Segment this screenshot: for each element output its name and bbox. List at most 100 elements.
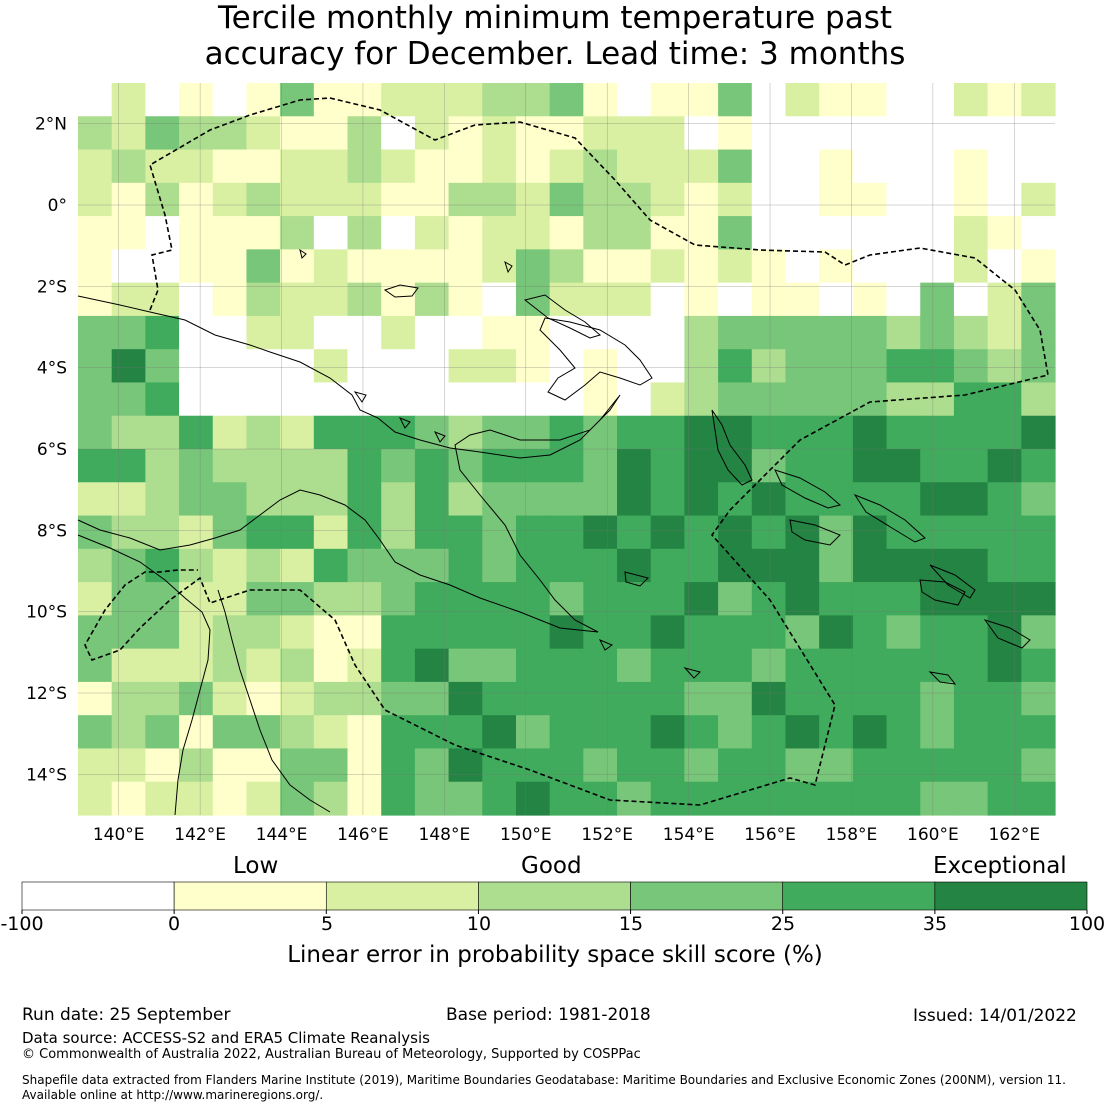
grid-cell [819,249,854,284]
grid-cell [78,482,113,517]
grid-cell [852,615,888,650]
grid-cell [920,781,955,816]
grid-cell [414,382,450,417]
grid-cell [819,182,854,217]
grid-cell [852,582,888,616]
grid-cell [212,382,248,417]
grid-cell [650,315,686,350]
longitude-tick-label: 144°E [256,825,308,845]
grid-cell [482,449,517,483]
grid-cell [920,648,955,683]
grid-cell [482,382,517,417]
grid-cell [953,449,989,483]
grid-cell [212,116,248,151]
grid-cell [886,216,921,250]
grid-cell [852,83,888,117]
grid-cell [751,748,787,783]
grid-cell [718,315,753,350]
grid-cell [751,182,787,217]
grid-cell [111,182,146,217]
grid-cell [684,548,719,583]
colorbar-segment [478,881,631,911]
grid-cell [886,781,921,816]
grid-cell [819,149,854,184]
grid-cell [414,149,450,184]
grid-cell [920,182,955,217]
grid-cell [549,116,584,151]
grid-cell [987,315,1022,350]
grid-cell [246,149,281,184]
grid-cell [414,715,450,750]
longitude-tick-label: 154°E [663,825,715,845]
grid-cell [482,515,517,550]
grid-cell [145,382,180,417]
grid-cell [145,182,180,217]
grid-cell [381,449,416,483]
grid-cell [886,149,921,184]
grid-cell [246,781,281,816]
grid-cell [617,648,652,683]
grid-cell [381,748,416,783]
latitude-tick-label: 12°S [26,684,67,704]
grid-cell [347,415,382,450]
grid-cell [785,681,820,716]
grid-cell [751,415,787,450]
grid-cell [515,548,551,583]
grid-cell [751,249,787,284]
grid-cell [515,216,551,250]
grid-cell [886,315,921,350]
grid-cell [650,482,686,517]
grid-cell [145,781,180,816]
grid-cell [684,216,719,250]
grid-cell [145,515,180,550]
grid-cell [280,116,315,151]
grid-cell [886,249,921,284]
grid-cell [684,282,719,317]
longitude-tick-label: 162°E [988,825,1040,845]
grid-cell [684,582,719,616]
grid-cell [347,182,382,217]
grid-cell [381,548,416,583]
grid-cell [515,715,551,750]
grid-cell [617,149,652,184]
title-line-2: accuracy for December. Lead time: 3 mont… [204,36,906,72]
grid-cell [280,315,315,350]
grid-cell [381,382,416,417]
grid-cell [179,149,214,184]
grid-cell [78,582,113,616]
grid-cell [1021,415,1056,450]
grid-cell [448,415,483,450]
latitude-tick-label: 6°S [37,440,67,460]
grid-cell [650,216,686,250]
grid-cell [718,748,753,783]
grid-cell [987,781,1022,816]
grid-cell [313,116,349,151]
grid-cell [111,615,146,650]
latitude-tick-label: 8°S [37,521,67,541]
grid-cell [583,515,618,550]
choiseul-coastline [774,469,842,509]
grid-cell [583,216,618,250]
bougainville-coastline [711,409,753,486]
grid-cell [1021,482,1056,517]
grid-cell [381,615,416,650]
grid-cell [448,515,483,550]
grid-cell [212,449,248,483]
grid-cell [179,681,214,716]
grid-cell [684,116,719,151]
grid-cell [111,781,146,816]
grid-cell [987,83,1022,117]
grid-cell [482,249,517,284]
grid-cell [414,415,450,450]
grid-cell [819,282,854,317]
grid-cell [785,548,820,583]
grid-cell [111,482,146,517]
colorbar-tick: 10 [466,913,492,935]
grid-cell [212,415,248,450]
grid-cell [886,182,921,217]
grid-cell [414,83,450,117]
grid-cell [246,548,281,583]
grid-cell [987,449,1022,483]
grid-cell [852,216,888,250]
grid-cell [414,449,450,483]
